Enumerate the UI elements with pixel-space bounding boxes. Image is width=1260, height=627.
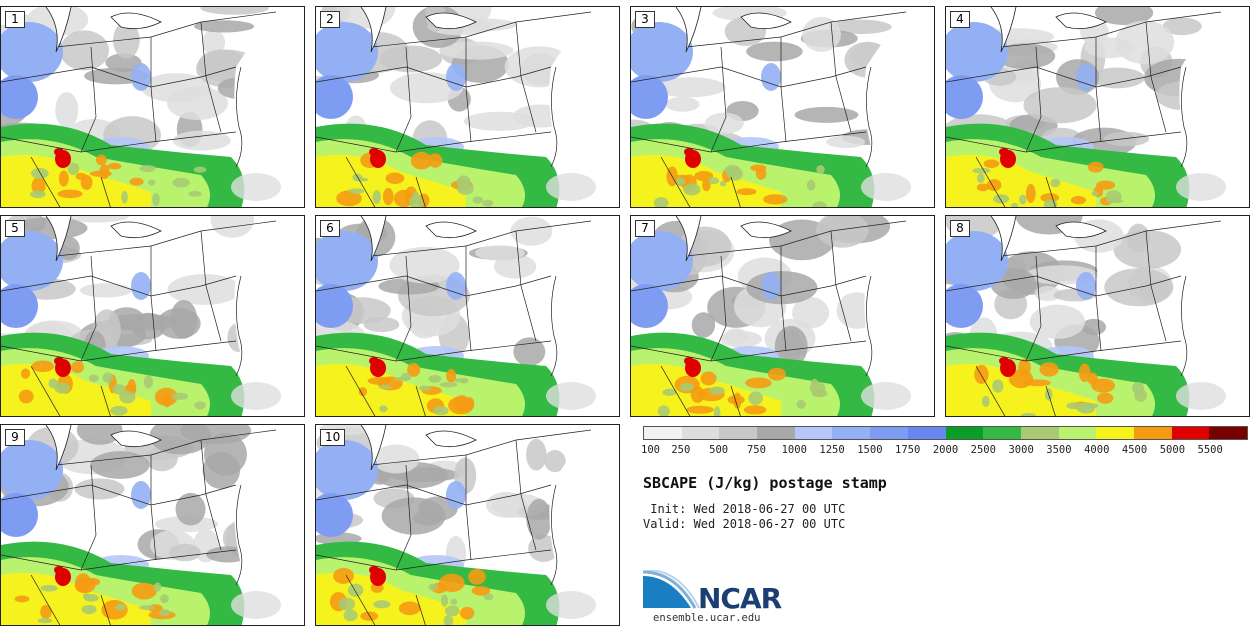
member-panel-9: 9 [0,424,305,626]
sbcape-map [946,7,1249,207]
colorbar-swatch [794,427,833,439]
member-panel-1: 1 [0,6,305,208]
sbcape-map [316,7,619,207]
colorbar [643,426,1248,440]
sbcape-map [631,216,934,416]
colorbar-tick-label: 1000 [781,444,807,456]
colorbar-tick-label: 4500 [1121,444,1148,456]
colorbar-swatch [757,427,795,439]
member-panel-5: 5 [0,215,305,417]
sbcape-map [631,7,934,207]
colorbar-tick-label: 3000 [1008,444,1034,456]
valid-time: Valid: Wed 2018-06-27 00 UTC [643,517,846,531]
colorbar-tick-label: 250 [671,444,691,456]
ncar-logo-icon [643,570,700,609]
colorbar-swatch [832,427,871,439]
colorbar-swatch [719,427,758,439]
ncar-logo-text: NCAR [698,582,782,615]
member-panel-7: 7 [630,215,935,417]
plot-title: SBCAPE (J/kg) postage stamp [643,474,887,492]
sbcape-map [1,425,304,625]
colorbar-tick-label: 3500 [1046,444,1072,456]
init-time: Init: Wed 2018-06-27 00 UTC [643,502,846,516]
colorbar-swatch [983,427,1021,439]
member-label: 7 [635,220,655,237]
colorbar-tick-label: 5500 [1197,444,1223,456]
colorbar-tick-label: 2500 [970,444,996,456]
colorbar-swatch [681,427,720,439]
colorbar-swatch [945,427,984,439]
member-panel-6: 6 [315,215,620,417]
colorbar-tick-label: 2000 [932,444,959,456]
colorbar-swatch [907,427,946,439]
colorbar-swatch [1096,427,1134,439]
colorbar-swatch [870,427,908,439]
colorbar-swatch [644,427,682,439]
member-label: 5 [5,220,25,237]
member-label: 1 [5,11,25,28]
sbcape-map [946,216,1249,416]
colorbar-swatch [1133,427,1172,439]
member-panel-3: 3 [630,6,935,208]
member-label: 8 [950,220,970,237]
sbcape-map [1,7,304,207]
colorbar-tick-label: 4000 [1084,444,1110,456]
member-panel-4: 4 [945,6,1250,208]
site-url: ensemble.ucar.edu [653,612,761,624]
member-label: 2 [320,11,340,28]
colorbar-swatch [1058,427,1097,439]
colorbar-ticks: 100 250 500 750 1000 1250 1500 1750 2000 2500 3000… [641,444,1248,458]
colorbar-swatch [1209,427,1247,439]
colorbar-tick-label: 1750 [895,444,921,456]
colorbar-tick-label: 100 [641,444,660,456]
colorbar-swatch [1171,427,1210,439]
colorbar-swatch [1020,427,1059,439]
member-panel-8: 8 [945,215,1250,417]
colorbar-tick-label: 1250 [819,444,845,456]
member-label: 3 [635,11,655,28]
member-label: 10 [320,429,346,446]
colorbar-tick-label: 750 [746,444,766,456]
member-panel-2: 2 [315,6,620,208]
colorbar-tick-label: 1500 [857,444,883,456]
sbcape-map [316,216,619,416]
member-panel-10: 10 [315,424,620,626]
member-label: 4 [950,11,970,28]
sbcape-map [316,425,619,625]
member-label: 6 [320,220,340,237]
member-label: 9 [5,429,25,446]
colorbar-tick-label: 500 [709,444,729,456]
colorbar-tick-label: 5000 [1159,444,1186,456]
sbcape-map [1,216,304,416]
